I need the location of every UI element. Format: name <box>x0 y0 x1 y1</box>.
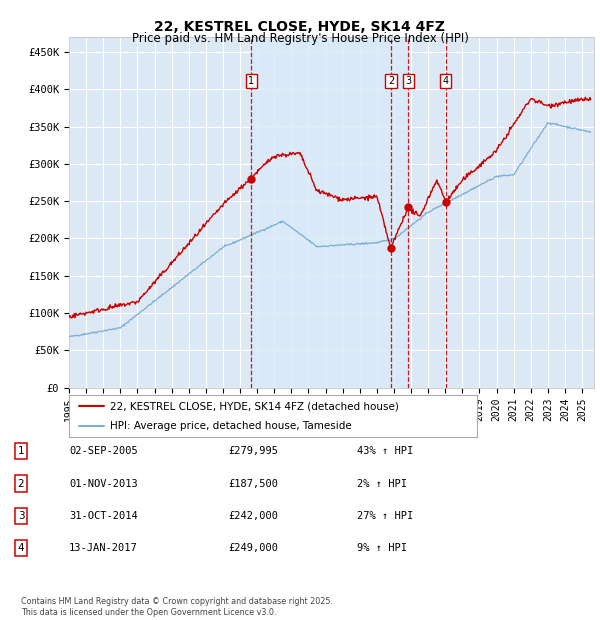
Text: 22, KESTREL CLOSE, HYDE, SK14 4FZ (detached house): 22, KESTREL CLOSE, HYDE, SK14 4FZ (detac… <box>110 401 398 411</box>
Bar <box>251 37 391 387</box>
Text: 2: 2 <box>388 76 394 86</box>
Text: 43% ↑ HPI: 43% ↑ HPI <box>357 446 413 456</box>
Text: £279,995: £279,995 <box>228 446 278 456</box>
Text: 13-JAN-2017: 13-JAN-2017 <box>69 543 138 553</box>
Text: 3: 3 <box>405 76 411 86</box>
Text: £249,000: £249,000 <box>228 543 278 553</box>
Text: 31-OCT-2014: 31-OCT-2014 <box>69 511 138 521</box>
Text: 1: 1 <box>248 76 254 86</box>
Text: 3: 3 <box>17 511 25 521</box>
Text: 27% ↑ HPI: 27% ↑ HPI <box>357 511 413 521</box>
Text: Price paid vs. HM Land Registry's House Price Index (HPI): Price paid vs. HM Land Registry's House … <box>131 32 469 45</box>
Text: Contains HM Land Registry data © Crown copyright and database right 2025.
This d: Contains HM Land Registry data © Crown c… <box>21 598 333 617</box>
Text: 22, KESTREL CLOSE, HYDE, SK14 4FZ: 22, KESTREL CLOSE, HYDE, SK14 4FZ <box>155 20 445 35</box>
Text: £187,500: £187,500 <box>228 479 278 489</box>
Text: 02-SEP-2005: 02-SEP-2005 <box>69 446 138 456</box>
Text: 01-NOV-2013: 01-NOV-2013 <box>69 479 138 489</box>
Text: 4: 4 <box>17 543 25 553</box>
Text: 1: 1 <box>17 446 25 456</box>
Text: 4: 4 <box>443 76 449 86</box>
Text: 2% ↑ HPI: 2% ↑ HPI <box>357 479 407 489</box>
Text: 9% ↑ HPI: 9% ↑ HPI <box>357 543 407 553</box>
Bar <box>391 37 408 387</box>
Text: £242,000: £242,000 <box>228 511 278 521</box>
Text: 2: 2 <box>17 479 25 489</box>
Text: HPI: Average price, detached house, Tameside: HPI: Average price, detached house, Tame… <box>110 421 352 431</box>
